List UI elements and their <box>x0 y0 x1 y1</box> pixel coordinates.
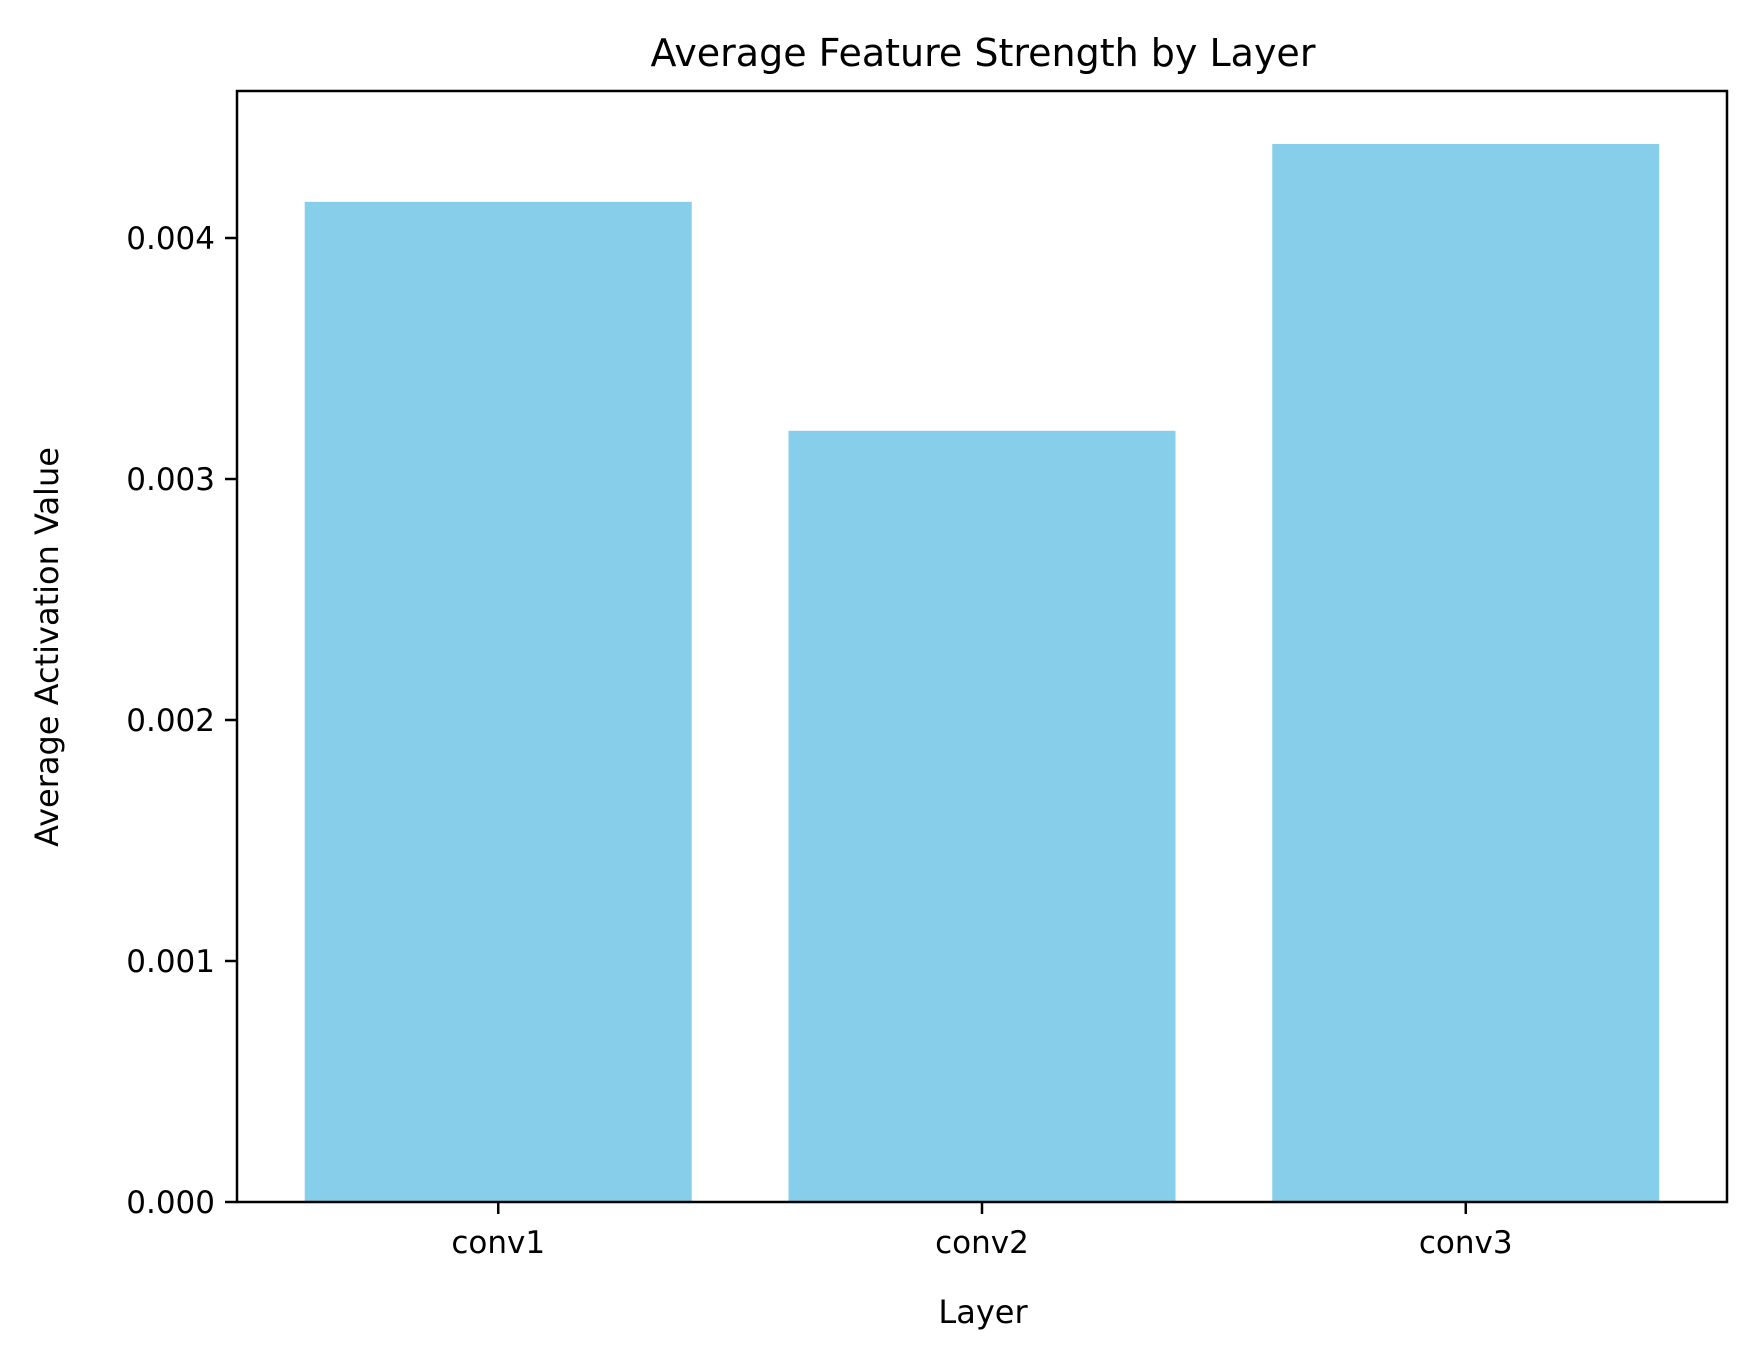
chart-title: Average Feature Strength by Layer <box>651 31 1316 75</box>
y-axis-label: Average Activation Value <box>28 447 66 847</box>
x-axis-ticks: conv1 conv2 conv3 <box>451 1202 1513 1261</box>
x-tick-label: conv2 <box>935 1225 1029 1261</box>
y-tick-label: 0.001 <box>126 944 215 980</box>
bar-conv3 <box>1272 144 1660 1202</box>
bar-conv2 <box>788 430 1176 1202</box>
y-axis-ticks: 0.000 0.001 0.002 0.003 0.004 <box>126 221 237 1221</box>
y-tick-label: 0.002 <box>126 703 215 739</box>
bar-conv1 <box>304 201 692 1202</box>
bars-group <box>304 144 1660 1202</box>
y-tick-label: 0.004 <box>126 221 215 257</box>
x-axis-label: Layer <box>938 1293 1028 1331</box>
y-tick-label: 0.000 <box>126 1185 215 1221</box>
x-tick-label: conv3 <box>1419 1225 1513 1261</box>
plot-area-frame <box>235 89 1729 1204</box>
y-tick-label: 0.003 <box>126 462 215 498</box>
x-tick-label: conv1 <box>451 1225 545 1261</box>
